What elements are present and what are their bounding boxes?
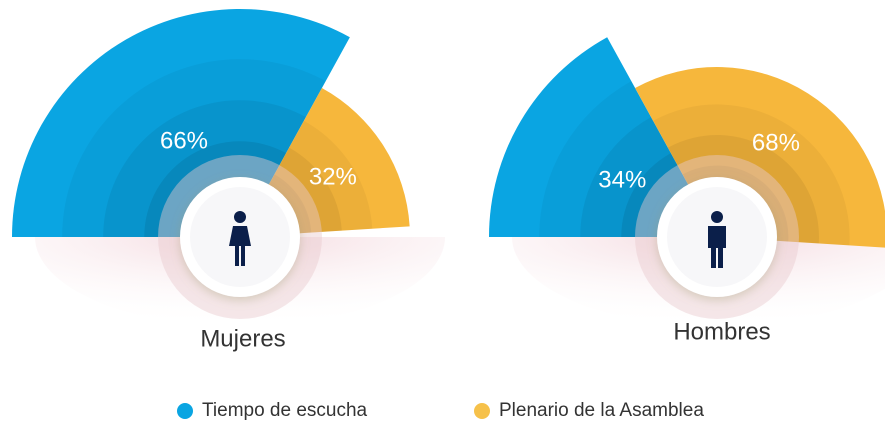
value-label: 32%: [309, 163, 357, 190]
icon-head: [711, 211, 723, 223]
pie-slice: [12, 8, 350, 237]
value-label: 68%: [752, 129, 800, 156]
value-label: 34%: [598, 166, 646, 193]
person-icon: [708, 211, 726, 268]
pie-slice: [635, 66, 885, 248]
pie-chart: 34% 68% Hombres: [489, 37, 885, 345]
value-label: 66%: [160, 128, 208, 155]
legend-label: Tiempo de escucha: [202, 400, 368, 421]
icon-body: [708, 226, 726, 268]
person-icon: [229, 211, 251, 266]
legend-label: Plenario de la Asamblea: [499, 400, 704, 421]
legend-swatch: [474, 403, 490, 419]
legend-swatch: [177, 403, 193, 419]
icon-head: [234, 211, 246, 223]
chart-title: Hombres: [673, 318, 770, 345]
pie-chart: 66% 32% Mujeres: [12, 8, 445, 352]
pie-slice: [489, 37, 717, 238]
icon-body: [229, 226, 251, 266]
chart-title: Mujeres: [200, 325, 285, 352]
